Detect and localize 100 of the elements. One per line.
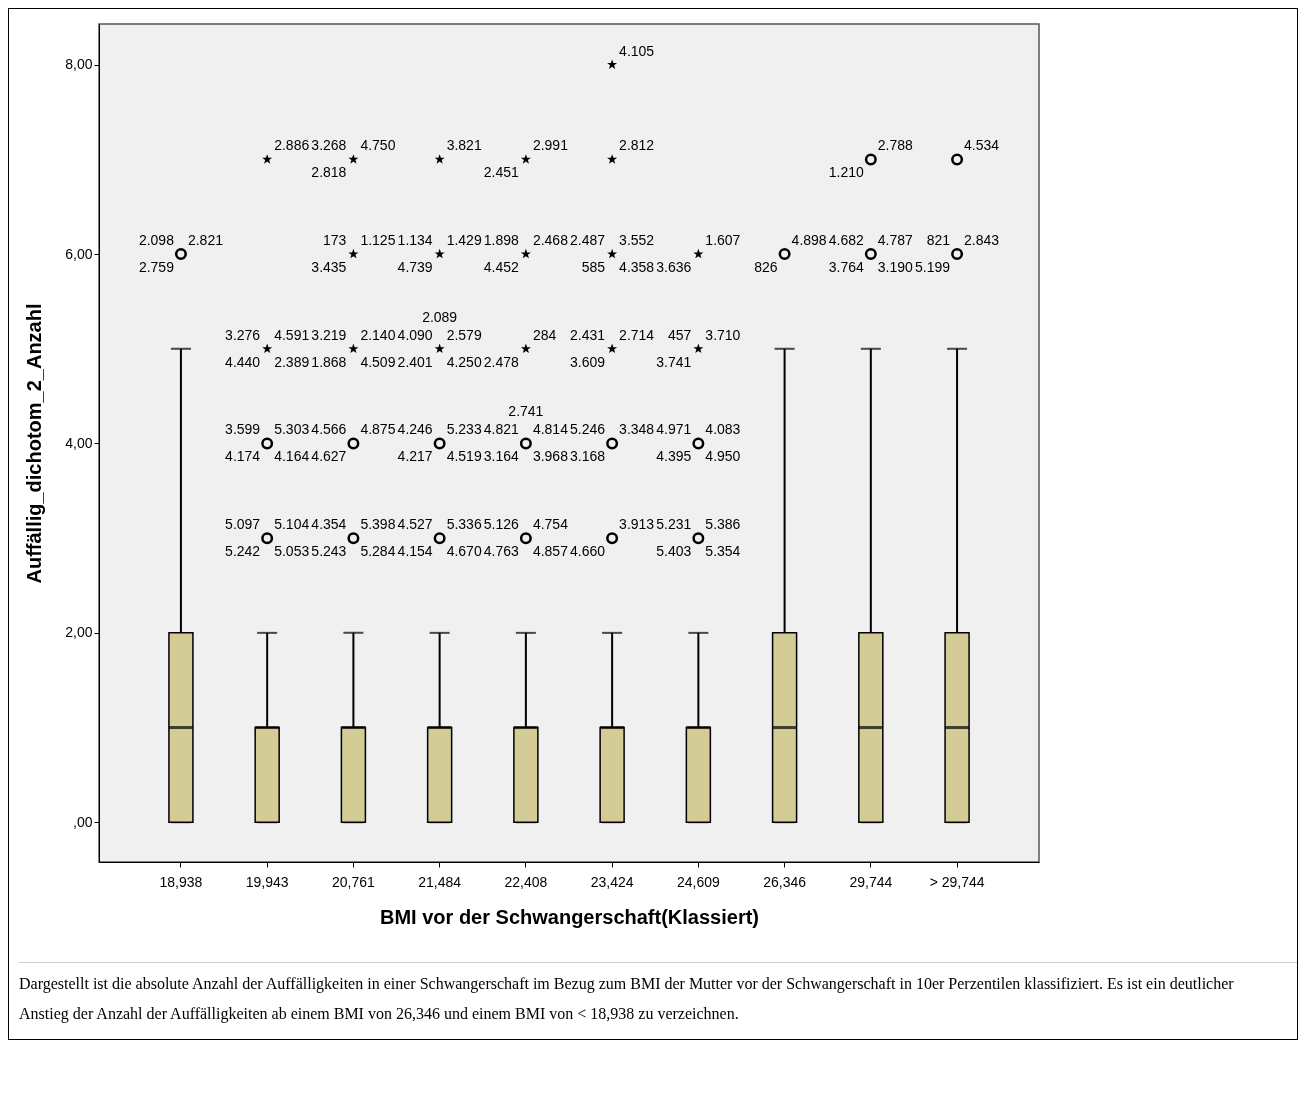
annotation: 1.607 xyxy=(705,232,741,249)
annotation: 4.509 xyxy=(360,353,396,370)
x-tick-label: 29,744 xyxy=(849,873,893,890)
y-tick-label: ,00 xyxy=(73,813,93,830)
annotation: 5.104 xyxy=(274,516,310,533)
annotation: 5.242 xyxy=(225,543,261,560)
annotation: 4.083 xyxy=(705,421,741,438)
annotation: 4.250 xyxy=(446,353,482,370)
annotation: 2.818 xyxy=(311,164,347,181)
annotation: 2.431 xyxy=(570,326,606,343)
text: Dargestellt ist die absolute Anzahl der Auffälligkeiten in einer Schwangerschaft im Bezug zum BMI der Mutter vor der Schwangerschaft in 10er Perzentilen klassifiziert. Es ist ein deutlicher Anstieg der Anzahl der Auffälligkeiten ab einem BMI von 26,346 und einem BMI von < 18,938 zu verzeichnen. xyxy=(19,974,1235,1025)
annotation: 4.534 xyxy=(964,137,1000,154)
annotation: 4.246 xyxy=(397,421,433,438)
annotation: 3.710 xyxy=(705,326,741,343)
annotation: 3.913 xyxy=(619,516,655,533)
annotation: 4.358 xyxy=(619,259,655,276)
annotation: 3.168 xyxy=(570,448,606,465)
annotation: 5.126 xyxy=(483,516,520,533)
annotation: 4.971 xyxy=(656,421,692,438)
annotation: 4.660 xyxy=(570,543,606,560)
annotation: 4.682 xyxy=(828,232,865,249)
annotation: 2.714 xyxy=(619,326,655,343)
annotation: 4.174 xyxy=(225,448,261,465)
x-tick-label: 22,408 xyxy=(504,873,548,890)
annotation: 4.787 xyxy=(877,232,914,249)
annotation: 5.233 xyxy=(446,421,482,438)
annotation: 3.219 xyxy=(311,326,347,343)
x-tick-label: > 29,744 xyxy=(929,873,985,890)
annotation: 4.527 xyxy=(397,516,433,533)
annotation: 5.336 xyxy=(446,516,482,533)
annotation: 1.210 xyxy=(828,164,865,181)
annotation: 2.759 xyxy=(138,259,175,276)
annotation: 4.217 xyxy=(397,448,433,465)
y-tick-label: 2,00 xyxy=(65,624,93,641)
x-tick-label: 18,938 xyxy=(159,873,203,890)
annotation: 2.886 xyxy=(274,137,310,154)
annotation: 826 xyxy=(754,259,778,276)
annotation: 5.231 xyxy=(656,516,692,533)
annotation: 3.190 xyxy=(877,259,914,276)
x-tick-label: 23,424 xyxy=(590,873,634,890)
annotation: 3.164 xyxy=(483,448,520,465)
annotation: 284 xyxy=(532,326,557,343)
annotation: 2.487 xyxy=(570,232,606,249)
annotation: 1.125 xyxy=(360,232,396,249)
annotation: 3.268 xyxy=(311,137,347,154)
annotation: 1.134 xyxy=(397,232,433,249)
annotation: 4.670 xyxy=(446,543,482,560)
annotation: 457 xyxy=(668,326,692,343)
annotation: 3.348 xyxy=(619,421,655,438)
annotation: 4.519 xyxy=(446,448,482,465)
annotation: 2.140 xyxy=(360,326,396,343)
x-tick-label: 21,484 xyxy=(418,873,462,890)
annotation: 1.898 xyxy=(483,232,520,249)
annotation: 3.599 xyxy=(225,421,261,438)
annotation: 4.566 xyxy=(311,421,347,438)
y-tick-label: 8,00 xyxy=(65,56,93,73)
annotation: 5.398 xyxy=(360,516,396,533)
annotation: 5.403 xyxy=(656,543,692,560)
annotation: 5.199 xyxy=(915,259,951,276)
annotation: 5.386 xyxy=(705,516,741,533)
annotation: 4.763 xyxy=(483,543,520,560)
annotation: 2.843 xyxy=(964,232,1000,249)
annotation: 2.401 xyxy=(397,353,433,370)
annotation: 5.053 xyxy=(274,543,310,560)
annotation: 3.741 xyxy=(656,353,692,370)
annotation: 2.089 xyxy=(422,308,458,325)
annotation: 3.276 xyxy=(225,326,261,343)
x-tick-label: 20,761 xyxy=(331,873,376,890)
annotation: 2.389 xyxy=(274,353,310,370)
annotation: 3.764 xyxy=(828,259,865,276)
annotation: 585 xyxy=(581,259,606,276)
annotation: 1.429 xyxy=(446,232,482,249)
x-tick-label: 19,943 xyxy=(245,873,289,890)
annotation: 2.098 xyxy=(138,232,175,249)
annotation: 3.821 xyxy=(446,137,482,154)
annotation: 5.303 xyxy=(274,421,310,438)
annotation: 5.097 xyxy=(225,516,261,533)
annotation: 5.246 xyxy=(570,421,606,438)
annotation: 4.105 xyxy=(619,42,655,59)
x-tick-label: 24,609 xyxy=(676,873,720,890)
annotation: 173 xyxy=(323,232,347,249)
annotation: 2.579 xyxy=(446,326,482,343)
annotation: 4.814 xyxy=(532,421,569,438)
annotation: 4.875 xyxy=(360,421,396,438)
annotation: 2.991 xyxy=(532,137,569,154)
annotation: 2.478 xyxy=(483,353,520,370)
annotation: 4.440 xyxy=(225,353,261,370)
annotation: 4.154 xyxy=(397,543,433,560)
annotation: 2.821 xyxy=(187,232,224,249)
y-tick-label: 6,00 xyxy=(65,245,93,262)
annotation: 2.741 xyxy=(508,403,544,420)
annotation: 2.812 xyxy=(619,137,655,154)
annotation: 4.627 xyxy=(311,448,347,465)
annotation: 2.468 xyxy=(532,232,569,249)
annotation: 4.857 xyxy=(532,543,569,560)
annotation: 4.821 xyxy=(483,421,520,438)
annotation: 4.591 xyxy=(274,326,310,343)
annotation: 1.868 xyxy=(311,353,347,370)
annotation: 4.750 xyxy=(360,137,396,154)
annotation: 5.284 xyxy=(360,543,396,560)
